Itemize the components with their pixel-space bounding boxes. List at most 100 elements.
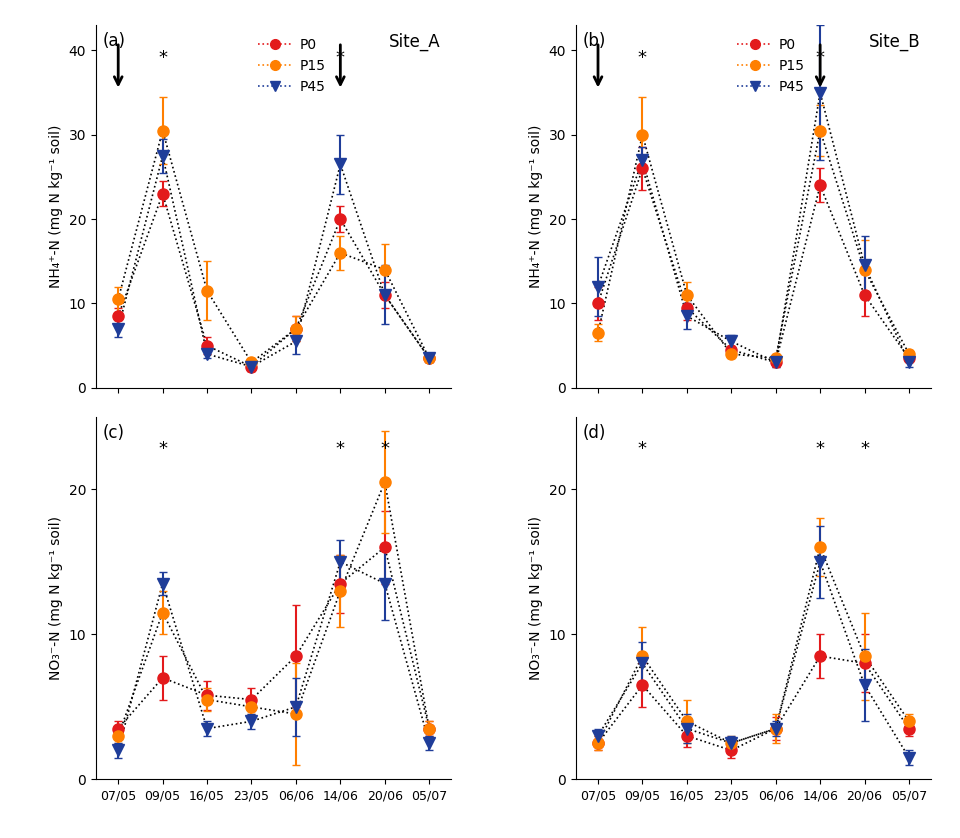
P15 xyxy=(681,716,692,727)
P15 xyxy=(423,353,435,363)
P45 xyxy=(379,290,391,300)
P15 xyxy=(726,738,737,748)
Line: P15: P15 xyxy=(112,125,435,368)
P0 xyxy=(379,542,391,552)
P45 xyxy=(246,716,257,727)
Text: *: * xyxy=(336,49,345,67)
P45 xyxy=(156,578,168,588)
P15 xyxy=(202,286,213,296)
Line: P15: P15 xyxy=(592,541,915,748)
Y-axis label: NO₃⁻-N (mg N kg⁻¹ soil): NO₃⁻-N (mg N kg⁻¹ soil) xyxy=(529,516,543,680)
Legend: P0, P15, P45: P0, P15, P45 xyxy=(252,33,331,100)
P45 xyxy=(726,336,737,346)
P0 xyxy=(859,290,871,300)
Text: *: * xyxy=(158,49,167,67)
P15 xyxy=(112,731,124,741)
P45 xyxy=(112,745,124,755)
P15 xyxy=(202,695,213,705)
P15 xyxy=(335,248,347,258)
Line: P0: P0 xyxy=(592,650,915,756)
P0 xyxy=(770,358,781,368)
Text: *: * xyxy=(336,441,345,458)
P0 xyxy=(636,163,648,173)
Text: *: * xyxy=(158,441,167,458)
P45 xyxy=(903,753,915,763)
Line: P45: P45 xyxy=(112,150,435,372)
P0 xyxy=(592,298,604,308)
P45 xyxy=(814,556,826,566)
P45 xyxy=(814,88,826,98)
P0 xyxy=(156,189,168,199)
Text: (d): (d) xyxy=(583,424,607,442)
P15 xyxy=(681,290,692,300)
P15 xyxy=(726,349,737,359)
P0 xyxy=(290,323,301,334)
Text: *: * xyxy=(638,49,647,67)
Legend: P0, P15, P45: P0, P15, P45 xyxy=(732,33,810,100)
P15 xyxy=(770,723,781,733)
Text: *: * xyxy=(860,441,869,458)
Line: P0: P0 xyxy=(112,189,435,372)
P0 xyxy=(681,731,692,741)
P45 xyxy=(423,738,435,748)
P0 xyxy=(112,311,124,321)
P15 xyxy=(636,651,648,661)
P45 xyxy=(681,723,692,733)
P45 xyxy=(636,155,648,165)
P15 xyxy=(112,294,124,304)
Text: *: * xyxy=(638,441,647,458)
P45 xyxy=(592,282,604,292)
Line: P15: P15 xyxy=(112,477,435,742)
P0 xyxy=(379,290,391,300)
Line: P0: P0 xyxy=(592,163,915,368)
Text: *: * xyxy=(380,441,389,458)
P15 xyxy=(859,265,871,275)
Text: Site_B: Site_B xyxy=(869,33,921,50)
P45 xyxy=(335,556,347,566)
P15 xyxy=(156,608,168,618)
P45 xyxy=(202,723,213,733)
Y-axis label: NH₄⁺-N (mg N kg⁻¹ soil): NH₄⁺-N (mg N kg⁻¹ soil) xyxy=(49,125,63,288)
P15 xyxy=(636,130,648,140)
P0 xyxy=(903,723,915,733)
P45 xyxy=(592,731,604,741)
Text: Site_A: Site_A xyxy=(389,33,441,50)
P0 xyxy=(202,691,213,701)
Text: *: * xyxy=(816,49,825,67)
P0 xyxy=(423,723,435,733)
P45 xyxy=(246,362,257,372)
P0 xyxy=(592,738,604,748)
P45 xyxy=(903,358,915,368)
P15 xyxy=(814,126,826,136)
P0 xyxy=(681,303,692,313)
P15 xyxy=(592,738,604,748)
P0 xyxy=(246,362,257,372)
P45 xyxy=(859,261,871,271)
P15 xyxy=(903,349,915,359)
P15 xyxy=(814,542,826,552)
P0 xyxy=(814,180,826,190)
P0 xyxy=(814,651,826,661)
P0 xyxy=(423,353,435,363)
P15 xyxy=(379,477,391,487)
Line: P45: P45 xyxy=(112,556,435,756)
P45 xyxy=(379,578,391,588)
P15 xyxy=(592,328,604,338)
P0 xyxy=(335,214,347,224)
Text: *: * xyxy=(816,441,825,458)
P0 xyxy=(859,659,871,669)
P45 xyxy=(770,723,781,733)
P0 xyxy=(202,340,213,350)
P45 xyxy=(726,738,737,748)
P0 xyxy=(290,651,301,661)
Text: (c): (c) xyxy=(103,424,125,442)
P45 xyxy=(202,349,213,359)
P0 xyxy=(770,723,781,733)
P15 xyxy=(770,353,781,363)
Line: P45: P45 xyxy=(592,87,915,368)
P0 xyxy=(335,578,347,588)
P15 xyxy=(859,651,871,661)
Line: P0: P0 xyxy=(112,541,435,734)
P0 xyxy=(112,723,124,733)
Y-axis label: NO₃⁻-N (mg N kg⁻¹ soil): NO₃⁻-N (mg N kg⁻¹ soil) xyxy=(49,516,63,680)
